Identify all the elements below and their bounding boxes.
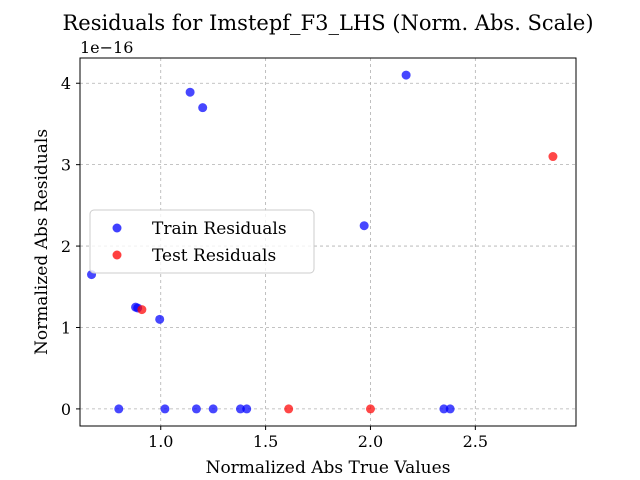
plot-frame — [79, 57, 577, 427]
x-tick-label: 2.5 — [463, 432, 488, 451]
y-tick-label: 0 — [61, 400, 71, 419]
train-residual-point — [191, 404, 201, 414]
test-residual-point — [284, 404, 294, 414]
train-residual-point — [445, 404, 455, 414]
y-tick-label: 3 — [61, 156, 71, 175]
train-residual-point — [185, 87, 195, 97]
test-residual-point — [137, 305, 147, 315]
legend-marker-train — [112, 223, 122, 233]
legend-label-test: Test Residuals — [152, 246, 276, 266]
x-tick-label: 1.0 — [148, 432, 173, 451]
train-residual-point — [160, 404, 170, 414]
train-residual-point — [235, 404, 245, 414]
x-tick-label: 1.5 — [253, 432, 278, 451]
train-residual-point — [114, 404, 124, 414]
y-axis-label: Normalized Abs Residuals — [32, 129, 52, 355]
x-axis-label: Normalized Abs True Values — [206, 458, 451, 478]
y-tick-label: 1 — [61, 318, 71, 337]
train-residual-point — [155, 314, 165, 324]
legend: Train Residuals Test Residuals — [89, 209, 315, 274]
legend-marker-test — [112, 250, 122, 260]
y-axis-ticks: 0 1 2 3 4 — [61, 74, 80, 419]
train-residual-point — [198, 103, 208, 113]
y-tick-label: 2 — [61, 237, 71, 256]
test-residual-point — [365, 404, 375, 414]
train-residual-point — [242, 404, 252, 414]
y-scale-label: 1e−16 — [80, 38, 133, 57]
y-tick-label: 4 — [61, 74, 71, 93]
train-residual-point — [401, 70, 411, 80]
test-residual-point — [548, 152, 558, 162]
x-axis-ticks: 1.0 1.5 2.0 2.5 — [148, 426, 488, 451]
train-residual-point — [208, 404, 218, 414]
x-tick-label: 2.0 — [358, 432, 383, 451]
train-residual-point — [439, 404, 449, 414]
legend-label-train: Train Residuals — [152, 219, 287, 239]
legend-box — [89, 209, 315, 274]
grid-lines — [80, 58, 576, 426]
chart-title: Residuals for Imstepf_F3_LHS (Norm. Abs.… — [62, 11, 593, 35]
train-residual-point — [359, 221, 369, 231]
